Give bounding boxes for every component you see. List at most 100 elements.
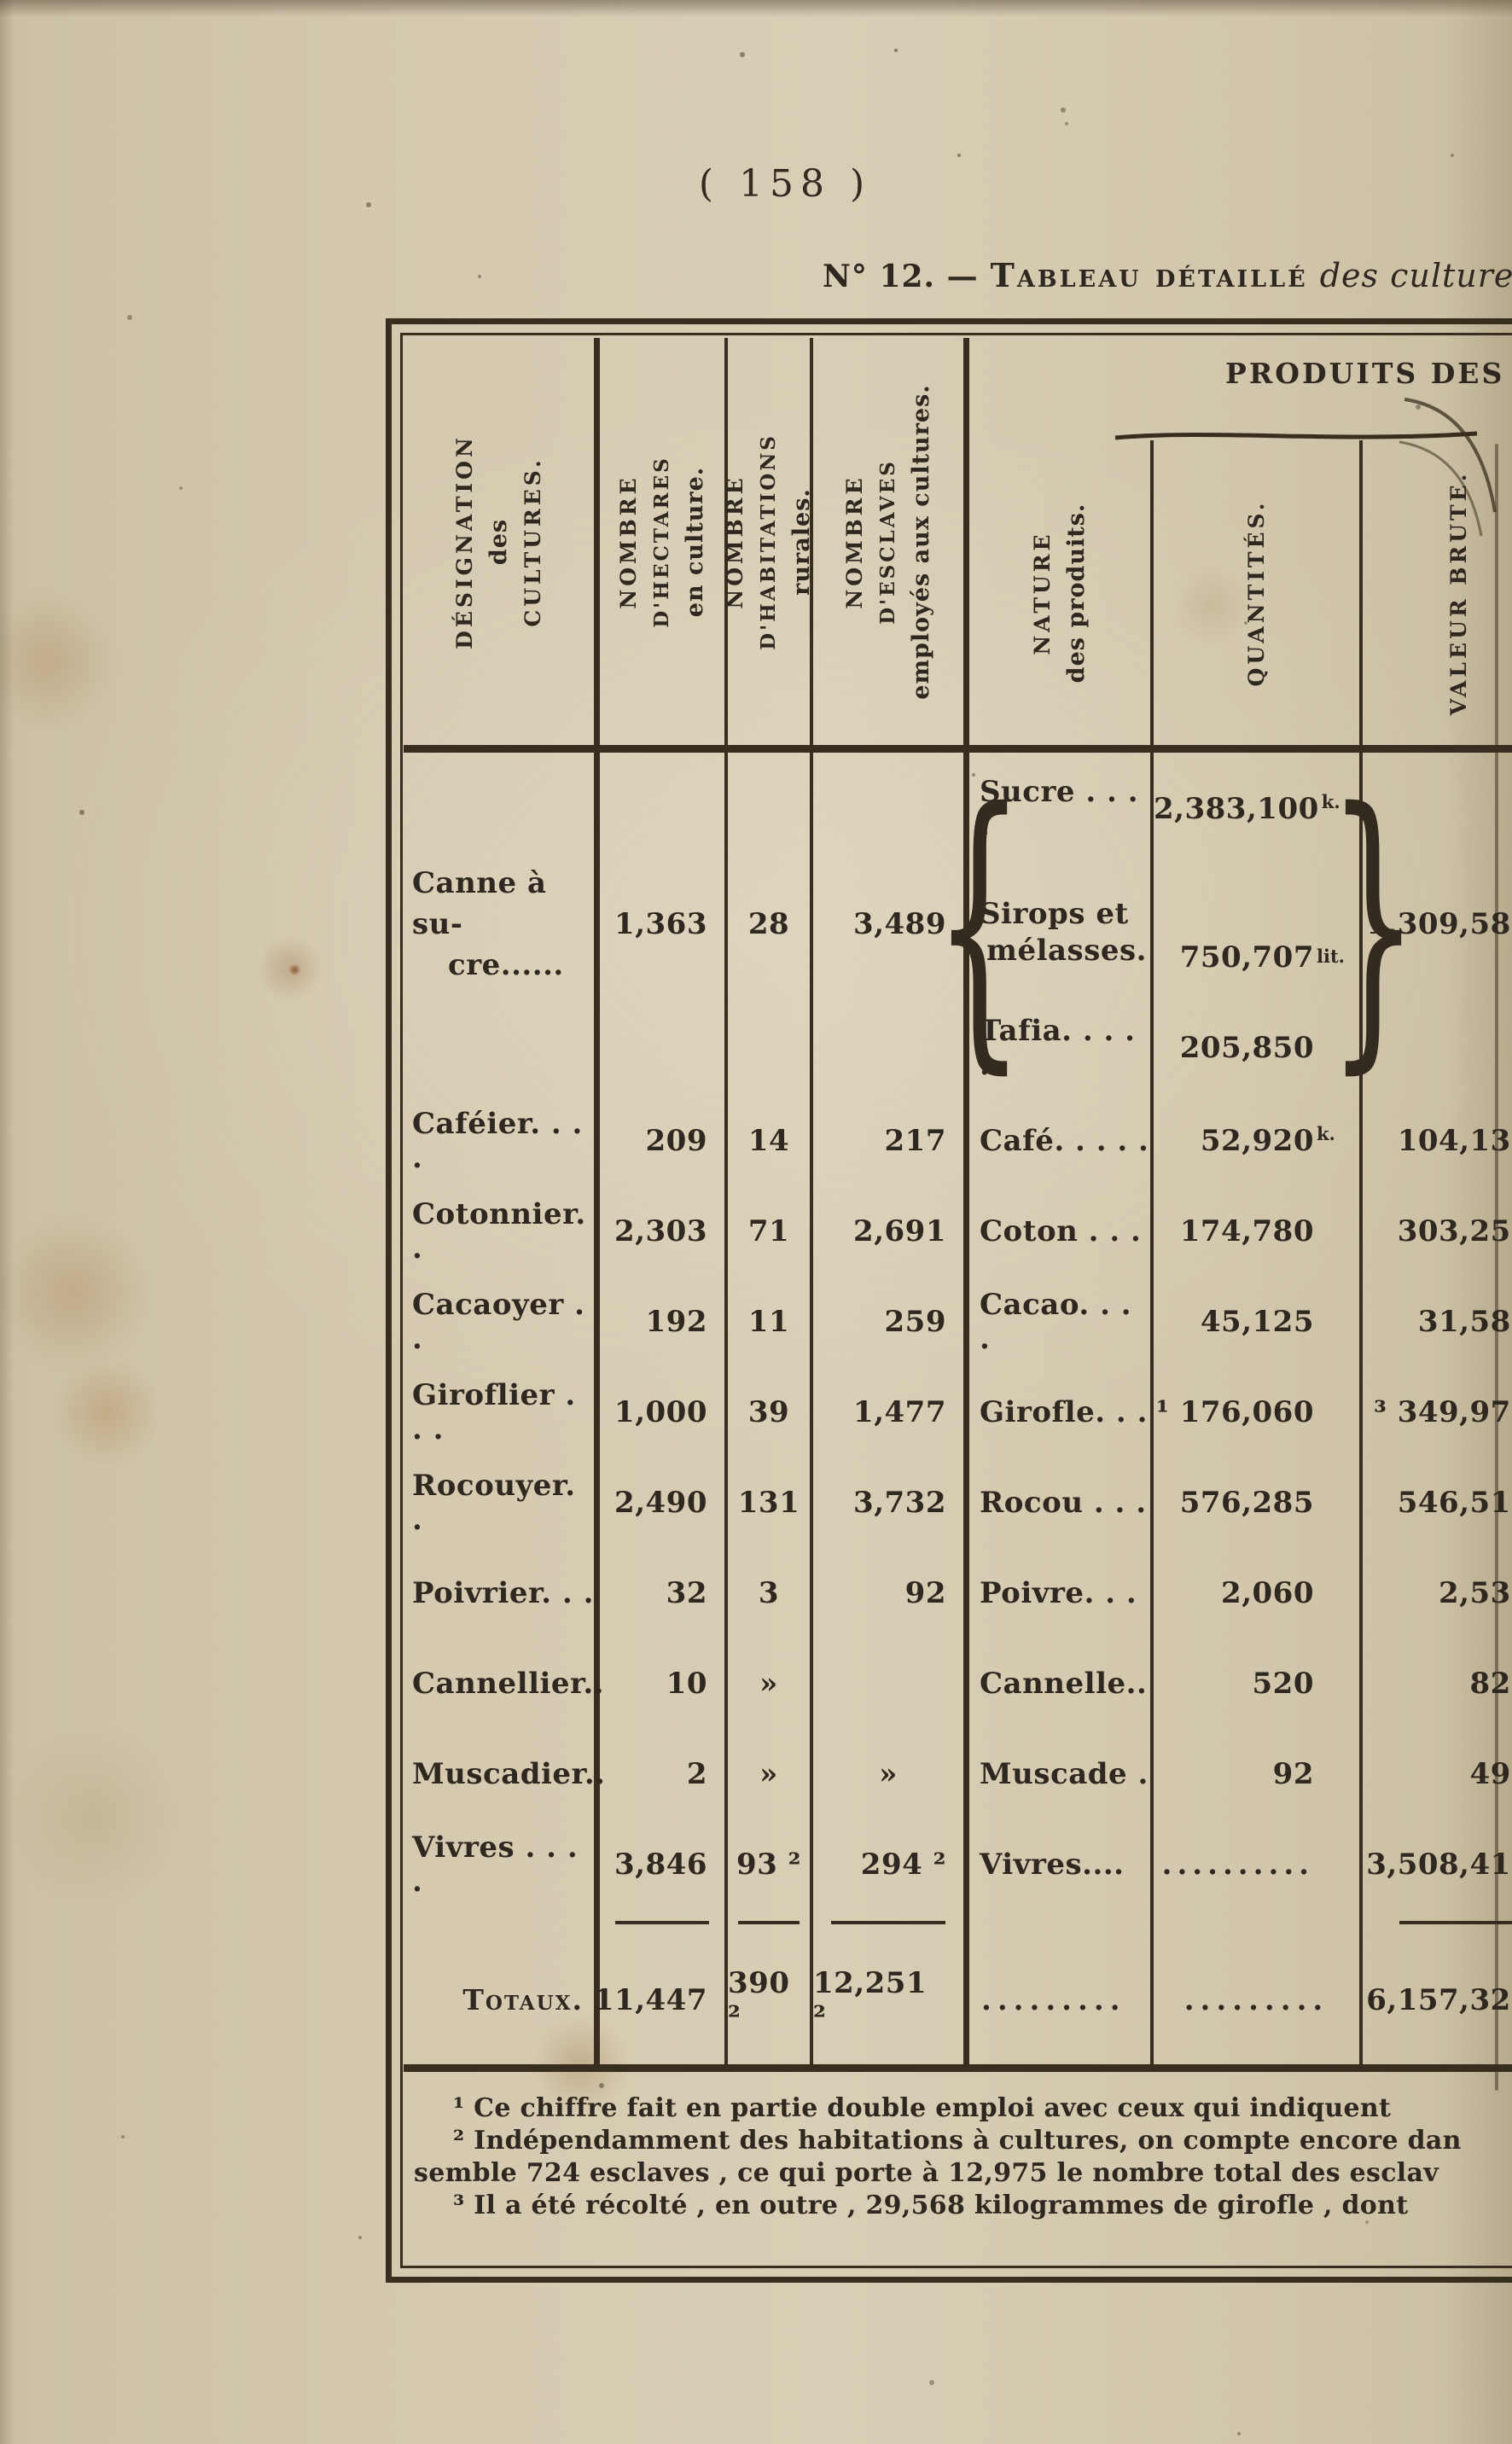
paper-stain xyxy=(0,1724,188,1912)
cell-habitations: 3 xyxy=(728,1548,813,1638)
page-right-shadow xyxy=(1444,0,1512,2444)
paper-specks xyxy=(894,49,898,52)
footnote-line: semble 724 esclaves , ce qui porte à 12,… xyxy=(414,2158,1439,2188)
cell-nature: Girofle. . . xyxy=(969,1367,1154,1458)
total-valeur: 6,157,327 xyxy=(1366,1982,1512,2017)
brace-left-icon: { xyxy=(933,749,1026,1099)
total-habitations: 390 ² xyxy=(728,1935,813,2064)
footnote-line: ³ Il a été récolté , en outre , 29,568 k… xyxy=(453,2191,1409,2220)
table-row: Poivrier. . . 32 3 92 Poivre. . . 2,060 … xyxy=(404,1548,1512,1638)
cell-valeur: 31,588 xyxy=(1417,1305,1512,1339)
title-main: Tableau détaillé xyxy=(990,256,1308,294)
statistics-table: DÉSIGNATION des CULTURES. NOMBRE D'HECTA… xyxy=(386,318,1512,2283)
cell-hectares: 32 xyxy=(600,1548,728,1638)
page-curl-line xyxy=(1495,444,1498,2091)
crop-label: Cotonnier. . xyxy=(404,1186,600,1277)
cell-esclaves: 259 xyxy=(813,1277,969,1367)
column-header-nature: NATURE des produits. xyxy=(969,440,1154,745)
cell-quantite: 174,780 xyxy=(1154,1186,1363,1277)
brace-right-icon: } xyxy=(1327,749,1420,1099)
cell-hectares: 1,363 xyxy=(600,753,728,1096)
table-row: Cotonnier. . 2,303 71 2,691 Coton . . . … xyxy=(404,1186,1512,1277)
cell-nature-produits: Sucre . . . . Sirops et mélasses. Tafia.… xyxy=(969,753,1154,1096)
table-row-canne-a-sucre: Canne à su- cre...... 1,363 28 3,489 Suc… xyxy=(404,753,1512,1096)
cell-quantite: 576,285 xyxy=(1154,1458,1363,1548)
table-row: Caféier. . . . 209 14 217 Café. . . . . … xyxy=(404,1096,1512,1186)
cell-quantites: 2,383,100 k. 750,707 lit. 205,850 xyxy=(1154,753,1363,1096)
crop-label: Giroflier . . . xyxy=(404,1367,600,1458)
cell-habitations: 39 xyxy=(728,1367,813,1458)
sum-rule xyxy=(600,1910,728,1935)
crop-label: Cannellier.. xyxy=(404,1638,604,1729)
title-number: N° 12. — xyxy=(823,259,979,294)
crop-label: Vivres . . . . xyxy=(404,1819,600,1910)
sum-rule xyxy=(728,1910,813,1935)
crop-label: Cacaoyer . . xyxy=(404,1277,600,1367)
total-nature-dots: ......... xyxy=(969,1935,1154,2064)
cell-valeur: 3,508,415 xyxy=(1366,1848,1512,1882)
sum-rule xyxy=(813,1910,969,1935)
cell-habitations: » xyxy=(728,1638,813,1729)
total-quantites-dots: ......... xyxy=(1154,1935,1363,2064)
cell-habitations: 14 xyxy=(728,1096,813,1186)
crop-label: Poivrier. . . xyxy=(404,1548,600,1638)
cell-nature: Rocou . . . xyxy=(969,1458,1154,1548)
cell-quantite: ¹ 176,060 xyxy=(1154,1367,1363,1458)
footnotes: ¹ Ce chiffre fait en partie double emplo… xyxy=(404,2064,1512,2222)
cell-esclaves: 92 xyxy=(813,1548,969,1638)
crop-label: Caféier. . . . xyxy=(404,1096,600,1186)
paper-stain xyxy=(0,589,119,734)
cell-nature: Cacao. . . . xyxy=(969,1277,1154,1367)
cell-quantite: 52,920 k. xyxy=(1154,1096,1363,1186)
cell-hectares: 209 xyxy=(600,1096,728,1186)
crop-label: Canne à su- cre...... xyxy=(404,753,600,1096)
footnote-line: ² Indépendamment des habitations à cultu… xyxy=(453,2126,1462,2156)
ink-spot xyxy=(288,964,301,975)
column-header-quantites: QUANTITÉS. xyxy=(1154,440,1363,745)
cell-valeur: 546,514 xyxy=(1397,1486,1512,1520)
cell-habitations: » xyxy=(728,1729,813,1819)
produits-group-header: PRODUITS DES NATURE des produits. QUANTI… xyxy=(969,338,1512,745)
produits-group-title: PRODUITS DES xyxy=(1225,357,1505,390)
cell-esclaves: » xyxy=(813,1729,969,1819)
table-row: Giroflier . . . 1,000 39 1,477 Girofle. … xyxy=(404,1367,1512,1458)
cell-esclaves: 217 xyxy=(813,1096,969,1186)
cell-valeur: 820 xyxy=(1469,1667,1512,1701)
total-hectares: 11,447 xyxy=(594,1935,728,2064)
cell-esclaves: 3,489 xyxy=(813,753,969,1096)
sum-rules-row xyxy=(404,1910,1512,1935)
page-left-shadow xyxy=(0,0,14,2444)
cell-quantite: .......... xyxy=(1154,1819,1363,1910)
cell-nature: Cannelle.. xyxy=(969,1638,1154,1729)
document-title: N° 12. — Tableau détaillé des cultures xyxy=(823,256,1512,294)
cell-hectares: 2,303 xyxy=(600,1186,728,1277)
cell-nature: Coton . . . xyxy=(969,1186,1154,1277)
cell-nature: Muscade . xyxy=(969,1729,1154,1819)
table-row: Cannellier.. 10 » Cannelle.. 520 820 xyxy=(404,1638,1512,1729)
table-row: Cacaoyer . . 192 11 259 Cacao. . . . 45,… xyxy=(404,1277,1512,1367)
column-header-hectares: NOMBRE D'HECTARES en culture. xyxy=(600,338,728,745)
table-header: DÉSIGNATION des CULTURES. NOMBRE D'HECTA… xyxy=(404,338,1512,753)
paper-stain xyxy=(0,1212,154,1374)
totals-row: Totaux. 11,447 390 ² 12,251 ² ......... … xyxy=(404,1935,1512,2064)
column-header-valeur: VALEUR BRUTE. xyxy=(1446,470,1471,715)
cell-hectares: 3,846 xyxy=(600,1819,728,1910)
cell-valeur: 303,254 xyxy=(1397,1214,1512,1248)
cell-esclaves: 1,477 xyxy=(813,1367,969,1458)
column-header-esclaves: NOMBRE D'ESCLAVES employés aux cultures. xyxy=(813,338,969,745)
table-row: Vivres . . . . 3,846 93 ² 294 ² Vivres..… xyxy=(404,1819,1512,1910)
page-top-shadow xyxy=(0,0,1512,17)
cell-quantite: 92 xyxy=(1154,1729,1363,1819)
column-header-habitations: NOMBRE D'HABITATIONS rurales. xyxy=(723,338,815,745)
footnote-line: ¹ Ce chiffre fait en partie double emplo… xyxy=(453,2093,1392,2123)
cell-habitations: 11 xyxy=(728,1277,813,1367)
cell-valeur: 104,137 xyxy=(1397,1124,1512,1158)
cell-quantite: 45,125 xyxy=(1154,1277,1363,1367)
cell-valeur: 2,539 xyxy=(1439,1576,1512,1610)
cell-hectares: 10 xyxy=(600,1638,728,1729)
cell-valeur: 492 xyxy=(1469,1757,1512,1791)
cell-esclaves xyxy=(813,1638,969,1729)
table-row: Muscadier.. 2 » » Muscade . 92 492 xyxy=(404,1729,1512,1819)
cell-habitations: 28 xyxy=(728,753,813,1096)
